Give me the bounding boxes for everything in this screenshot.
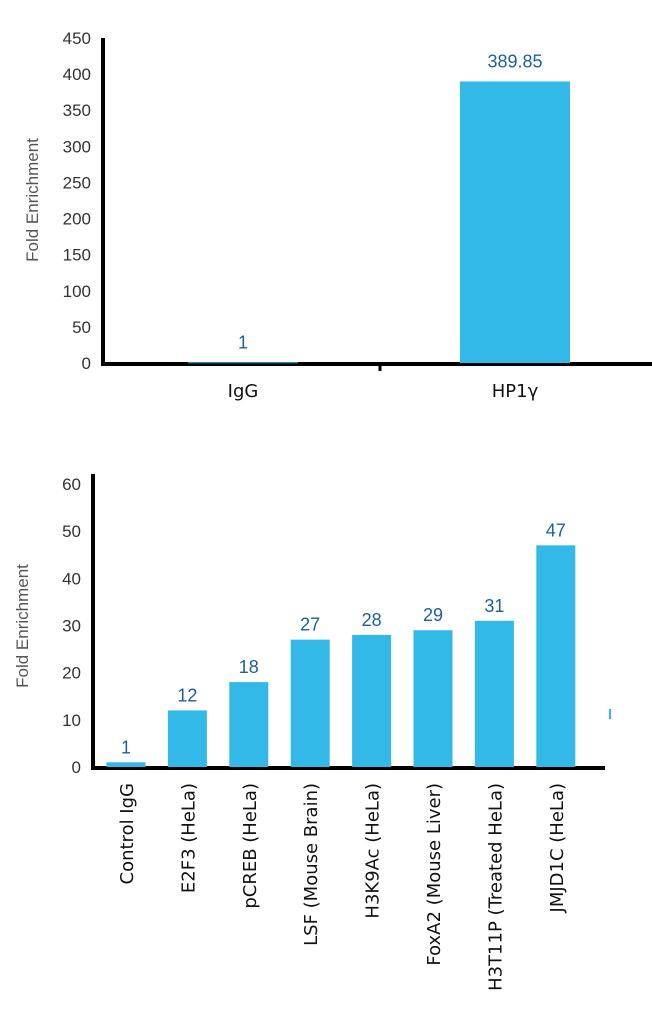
data-label: 389.85 bbox=[487, 51, 542, 71]
y-tick-label: 200 bbox=[63, 210, 91, 229]
y-tick-label: 100 bbox=[63, 282, 91, 301]
y-tick-label: 40 bbox=[62, 569, 81, 588]
y-tick-label: 10 bbox=[62, 711, 81, 730]
y-tick-label: 300 bbox=[63, 137, 91, 156]
y-tick-label: 350 bbox=[63, 101, 91, 120]
x-tick-label: H3K9Ac (HeLa) bbox=[363, 783, 384, 919]
y-tick-label: 0 bbox=[72, 758, 81, 777]
data-label: 28 bbox=[362, 610, 382, 630]
y-tick-label: 250 bbox=[63, 173, 91, 192]
y-tick-label: 50 bbox=[72, 318, 91, 337]
bar bbox=[290, 639, 330, 767]
y-axis-label: Fold Enrichment bbox=[23, 138, 42, 262]
bar bbox=[229, 682, 269, 767]
data-label: 1 bbox=[238, 332, 248, 352]
bar bbox=[460, 81, 570, 364]
bar bbox=[106, 762, 146, 767]
bar bbox=[536, 545, 576, 767]
y-tick-label: 450 bbox=[63, 29, 91, 48]
bar bbox=[167, 710, 207, 767]
x-tick-label: FoxA2 (Mouse Liver) bbox=[424, 783, 445, 966]
x-tick-label: H3T11P (Treated HeLa) bbox=[485, 783, 506, 991]
data-label: 27 bbox=[300, 615, 320, 635]
data-label: 12 bbox=[177, 685, 197, 705]
data-label: 1 bbox=[121, 737, 131, 757]
data-label: 31 bbox=[484, 596, 504, 616]
chart-fold-enrichment-targets: Fold Enrichment 0 10 20 30 40 50 60 1 Control Ig… bbox=[13, 474, 611, 991]
y-axis-label: Fold Enrichment bbox=[13, 564, 32, 688]
x-tick-label: pCREB (HeLa) bbox=[240, 783, 261, 909]
data-label: 29 bbox=[423, 605, 443, 625]
y-tick-label: 60 bbox=[62, 475, 81, 494]
data-label: 47 bbox=[546, 520, 566, 540]
x-tick-label: LSF (Mouse Brain) bbox=[301, 783, 322, 946]
y-tick-label: 50 bbox=[62, 522, 81, 541]
bar bbox=[188, 362, 298, 364]
bar bbox=[413, 630, 453, 767]
data-label: 18 bbox=[239, 657, 259, 677]
bar bbox=[352, 634, 392, 767]
chart-hp1-gamma: Fold Enrichment 0 50 100 150 200 250 300 350 400… bbox=[23, 29, 652, 402]
y-tick-label: 0 bbox=[82, 354, 91, 373]
y-tick-label: 20 bbox=[62, 664, 81, 683]
stray-mark bbox=[609, 709, 611, 719]
x-tick-label: E2F3 (HeLa) bbox=[178, 783, 199, 893]
x-tick-label: HP1γ bbox=[492, 381, 539, 402]
x-tick-label: JMJD1C (HeLa) bbox=[547, 783, 568, 913]
y-tick-label: 30 bbox=[62, 617, 81, 636]
y-tick-label: 400 bbox=[63, 65, 91, 84]
y-tick-label: 150 bbox=[63, 246, 91, 265]
x-tick-label: Control IgG bbox=[117, 783, 138, 884]
x-tick-label: IgG bbox=[228, 381, 259, 402]
bar bbox=[474, 620, 514, 767]
